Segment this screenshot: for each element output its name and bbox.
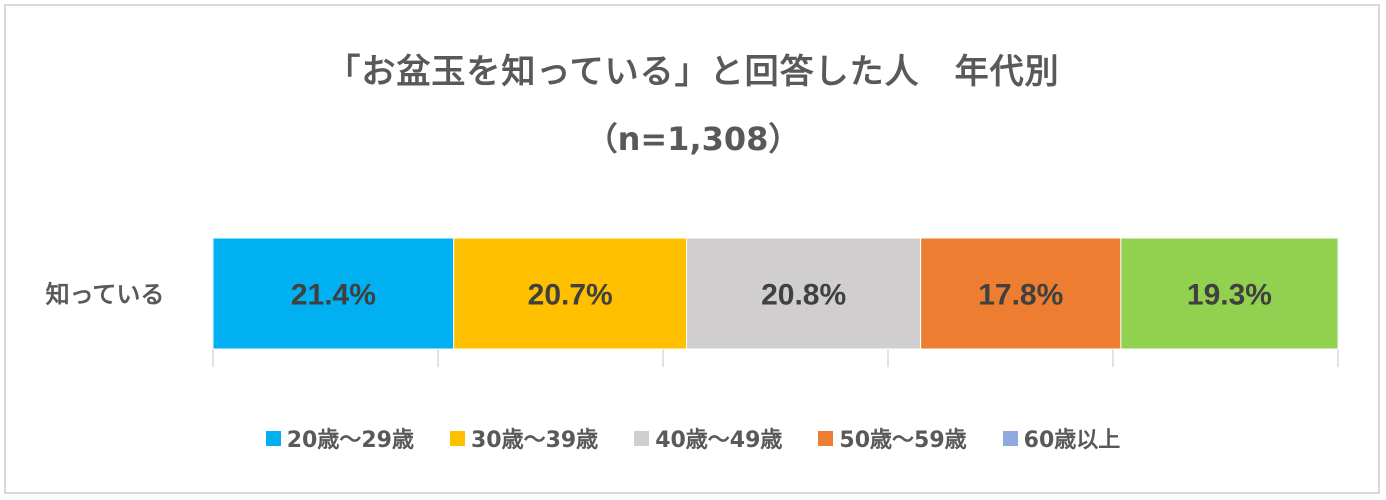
legend-swatch	[449, 430, 465, 446]
data-label: 21.4%	[291, 279, 376, 312]
legend-swatch	[1002, 430, 1018, 446]
legend-label: 50歳～59歳	[839, 428, 967, 453]
category-label: 知っている	[46, 281, 165, 309]
legend-label: 20歳～29歳	[286, 428, 414, 453]
legend-swatch	[265, 430, 281, 446]
legend-swatch	[634, 430, 650, 446]
legend-item: 40歳～49歳	[634, 422, 782, 454]
data-label: 20.8%	[761, 279, 846, 312]
bar-segment-2	[453, 237, 688, 350]
data-label: 17.8%	[978, 279, 1063, 312]
data-label: 20.7%	[528, 279, 613, 312]
legend-item: 50歳～59歳	[818, 422, 967, 454]
chart-subtitle: （n=1,308）	[585, 120, 801, 158]
legend-item: 60歳以上	[1002, 422, 1121, 454]
chart-title: 「お盆玉を知っている」と回答した人 年代別	[326, 52, 1060, 92]
legend-label: 30歳～39歳	[470, 428, 599, 453]
legend-item: 20歳～29歳	[265, 422, 414, 454]
bar-segment-3	[686, 237, 922, 350]
legend-label: 40歳～49歳	[655, 428, 783, 453]
bar-segment-5	[1120, 237, 1339, 350]
data-label: 19.3%	[1187, 279, 1272, 312]
legend-item: 30歳～39歳	[449, 422, 599, 454]
legend-swatch	[818, 430, 834, 446]
chart-legend: 20歳～29歳 30歳～39歳 40歳～49歳 50歳～59歳 60歳以上	[0, 422, 1386, 454]
legend-label: 60歳以上	[1023, 428, 1121, 453]
